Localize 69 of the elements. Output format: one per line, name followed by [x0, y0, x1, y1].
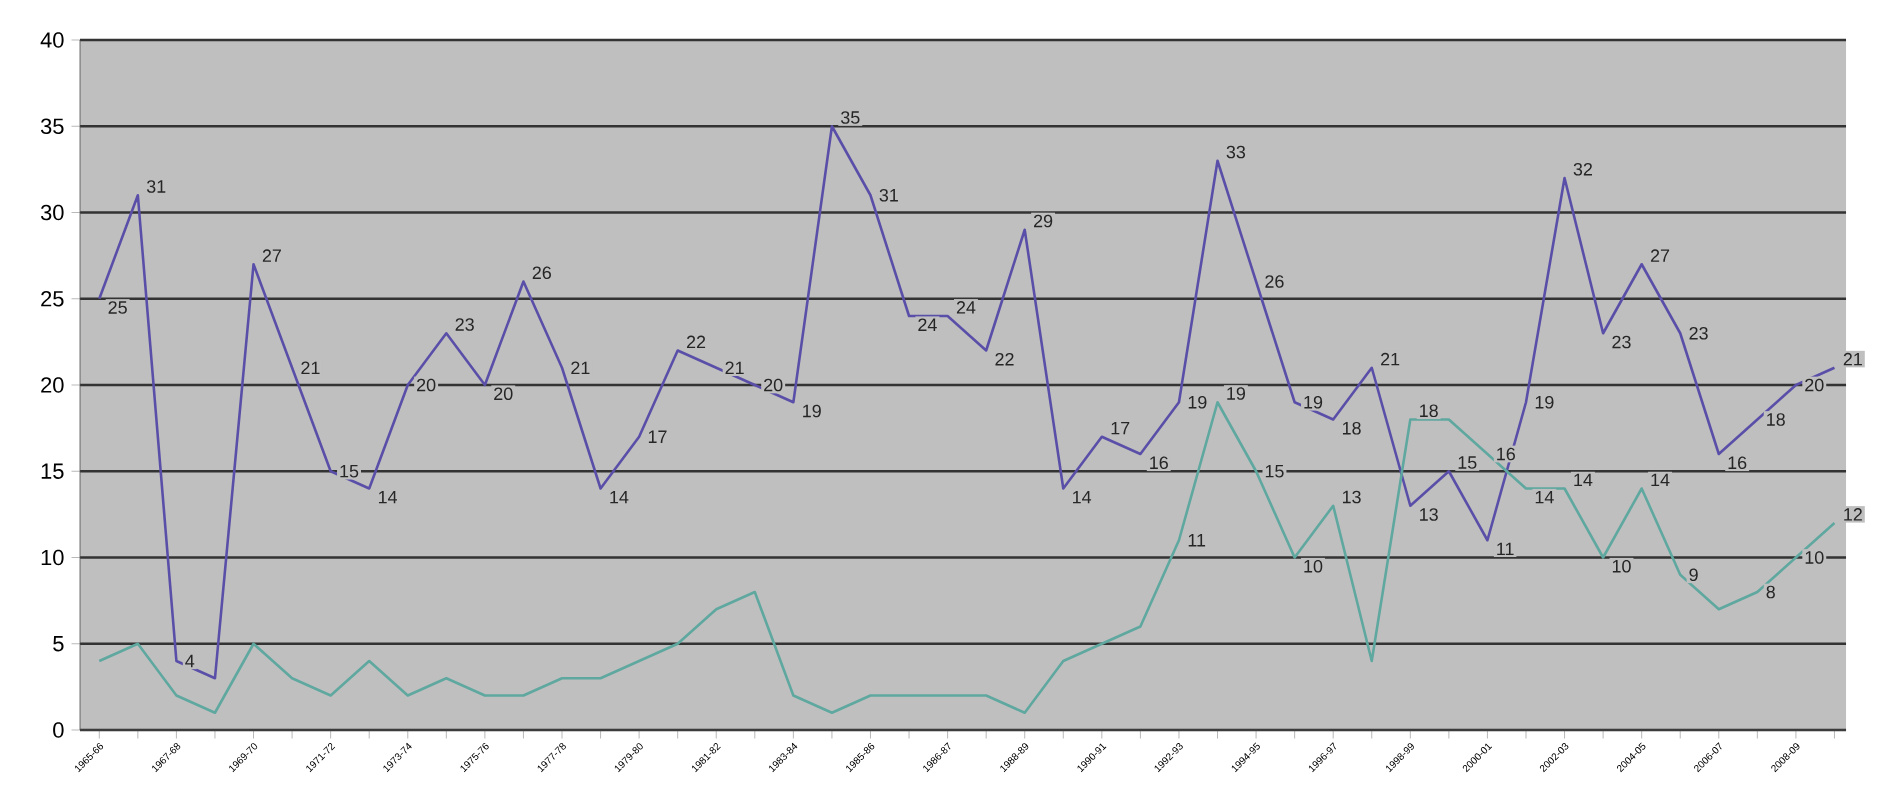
data-label: 24	[956, 301, 976, 314]
data-label: 12	[1844, 508, 1862, 521]
data-label: 15	[340, 464, 359, 478]
data-label: 27	[1650, 249, 1670, 262]
data-label: 20	[494, 387, 513, 401]
data-label: 10	[1805, 551, 1824, 564]
data-label: 21	[571, 361, 590, 375]
data-label: 31	[879, 188, 898, 202]
data-label: 8	[1766, 585, 1775, 599]
data-label: 18	[1420, 404, 1438, 418]
y-tick-label: 20	[41, 377, 64, 393]
data-label: 23	[455, 318, 474, 331]
data-label: 26	[1265, 275, 1284, 288]
data-label: 19	[1227, 387, 1245, 400]
data-label: 11	[1497, 542, 1514, 555]
data-label: 35	[841, 111, 860, 124]
data-label: 15	[1265, 464, 1284, 478]
data-label: 21	[301, 361, 320, 375]
data-label: 14	[1651, 473, 1670, 487]
y-tick-label: 0	[53, 722, 64, 738]
data-label: 11	[1188, 534, 1206, 547]
data-label: 32	[1573, 162, 1592, 176]
data-label: 26	[532, 266, 551, 280]
data-label: 16	[1497, 447, 1515, 461]
data-label: 27	[262, 249, 281, 262]
data-label: 20	[764, 378, 783, 392]
data-label: 14	[1574, 473, 1593, 487]
data-label: 23	[1612, 335, 1631, 349]
y-tick-label: 35	[40, 118, 64, 135]
y-tick-label: 5	[53, 636, 64, 652]
data-label: 23	[1689, 326, 1708, 340]
data-label: 21	[1381, 352, 1400, 366]
data-label: 10	[1612, 559, 1631, 573]
y-tick-label: 15	[41, 463, 64, 479]
data-label: 19	[1304, 395, 1323, 409]
data-label: 18	[1342, 421, 1361, 435]
data-label: 4	[185, 654, 195, 668]
data-label: 14	[378, 490, 398, 504]
data-label: 14	[1073, 490, 1092, 504]
y-tick-label: 10	[41, 549, 64, 566]
data-label: 21	[1843, 352, 1862, 366]
data-label: 13	[1420, 508, 1438, 521]
data-label: 15	[1458, 456, 1477, 469]
data-label: 20	[417, 378, 436, 392]
data-label: 9	[1689, 568, 1698, 582]
data-label: 21	[725, 361, 744, 375]
data-label: 31	[146, 180, 166, 193]
data-label: 16	[1150, 456, 1168, 470]
data-label: 13	[1342, 490, 1361, 504]
data-label: 19	[1535, 395, 1554, 409]
data-label: 25	[108, 301, 127, 314]
data-label: 16	[1728, 456, 1747, 470]
y-tick-label: 30	[40, 204, 64, 221]
data-label: 19	[803, 404, 821, 418]
y-tick-label: 25	[41, 291, 64, 307]
data-label: 22	[686, 335, 706, 349]
y-tick-label: 40	[40, 32, 64, 48]
data-label: 29	[1034, 214, 1053, 228]
data-label: 19	[1188, 395, 1207, 409]
data-label: 24	[918, 318, 937, 331]
data-label: 18	[1767, 413, 1785, 426]
data-label: 14	[1535, 490, 1554, 504]
data-label: 17	[1111, 422, 1130, 435]
data-label: 33	[1226, 145, 1246, 159]
data-label: 17	[648, 430, 667, 443]
data-label: 22	[995, 352, 1014, 366]
data-label: 20	[1805, 378, 1824, 392]
data-label: 10	[1304, 559, 1323, 573]
data-label: 14	[610, 490, 629, 504]
